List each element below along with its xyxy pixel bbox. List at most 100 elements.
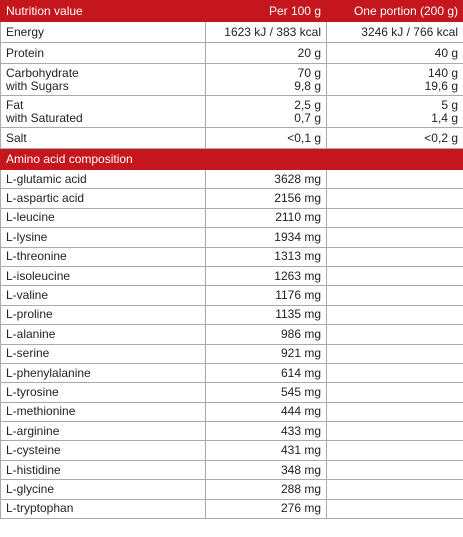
- cell: L-proline: [0, 304, 206, 326]
- cell-line: Salt: [6, 130, 27, 145]
- empty-cell: [326, 285, 463, 306]
- cell: 2156 mg: [205, 188, 327, 209]
- amino-row: L-valine 1176 mg: [0, 285, 463, 306]
- amino-row: L-methionine 444 mg: [0, 401, 463, 423]
- cell: Protein: [0, 42, 206, 64]
- cell: 5 g 1,4 g: [326, 95, 463, 128]
- cell-line: 2,5 g: [294, 97, 321, 112]
- cell: 70 g 9,8 g: [205, 63, 327, 96]
- empty-cell: [326, 498, 463, 520]
- cell-line: <0,2 g: [424, 130, 458, 145]
- cell: 20 g: [205, 42, 327, 64]
- cell-line: 20 g: [297, 45, 321, 60]
- cell-line: Energy: [6, 24, 45, 39]
- amino-row: L-histidine 348 mg: [0, 459, 463, 481]
- cell: 1934 mg: [205, 227, 327, 248]
- cell-line: with Sugars: [6, 78, 69, 93]
- cell: L-histidine: [0, 459, 206, 481]
- nutrition-row: Protein 20 g 40 g: [0, 42, 463, 64]
- cell: 288 mg: [205, 479, 327, 500]
- cell-line: 3246 kJ / 766 kcal: [361, 24, 458, 39]
- nutrition-table: Nutrition value Per 100 g One portion (200…: [0, 0, 463, 520]
- cell: Per 100 g: [205, 0, 327, 22]
- cell-line: Carbohydrate: [6, 65, 79, 80]
- cell-line: 1,4 g: [431, 110, 458, 125]
- cell: 40 g: [326, 42, 463, 64]
- empty-cell: [326, 459, 463, 481]
- cell: 1176 mg: [205, 285, 327, 306]
- cell: 921 mg: [205, 343, 327, 364]
- cell: 2110 mg: [205, 207, 327, 229]
- empty-cell: [326, 324, 463, 345]
- cell: 444 mg: [205, 401, 327, 423]
- amino-row: L-alanine 986 mg: [0, 324, 463, 345]
- cell-line: <0,1 g: [287, 130, 321, 145]
- cell: 1135 mg: [205, 304, 327, 326]
- cell: 1623 kJ / 383 kcal: [205, 21, 327, 43]
- cell-line: 5 g: [441, 97, 458, 112]
- cell: 3246 kJ / 766 kcal: [326, 21, 463, 43]
- cell: 348 mg: [205, 459, 327, 481]
- cell: 433 mg: [205, 421, 327, 442]
- cell-line: 140 g: [427, 65, 458, 80]
- cell-line: 70 g: [297, 65, 321, 80]
- cell: One portion (200 g): [326, 0, 463, 22]
- empty-cell: [326, 265, 463, 287]
- cell: 1263 mg: [205, 265, 327, 287]
- cell: L-aspartic acid: [0, 188, 206, 209]
- cell-line: Protein: [6, 45, 45, 60]
- cell: L-valine: [0, 285, 206, 306]
- cell: 431 mg: [205, 440, 327, 461]
- cell: <0,1 g: [205, 127, 327, 149]
- cell: Salt: [0, 127, 206, 149]
- amino-row: L-lysine 1934 mg: [0, 227, 463, 248]
- amino-row: L-tryptophan 276 mg: [0, 498, 463, 520]
- amino-row: L-glycine 288 mg: [0, 479, 463, 500]
- cell: 276 mg: [205, 498, 327, 520]
- cell: Carbohydrate with Sugars: [0, 63, 206, 96]
- cell: L-isoleucine: [0, 265, 206, 287]
- cell: L-serine: [0, 343, 206, 364]
- nutrition-row: Carbohydrate with Sugars 70 g 9,8 g 140 g 19,…: [0, 63, 463, 96]
- empty-cell: [326, 246, 463, 267]
- cell: 140 g 19,6 g: [326, 63, 463, 96]
- cell: 986 mg: [205, 324, 327, 345]
- cell-line: with Saturated: [6, 110, 83, 125]
- cell: L-lysine: [0, 227, 206, 248]
- cell: L-threonine: [0, 246, 206, 267]
- cell: 545 mg: [205, 382, 327, 403]
- amino-row: L-cysteine 431 mg: [0, 440, 463, 461]
- nutrition-row: Energy 1623 kJ / 383 kcal 3246 kJ / 766 kc…: [0, 21, 463, 43]
- empty-cell: [326, 227, 463, 248]
- cell: L-tyrosine: [0, 382, 206, 403]
- header-row: Nutrition value Per 100 g One portion (200…: [0, 0, 463, 22]
- amino-row: L-threonine 1313 mg: [0, 246, 463, 267]
- cell: L-methionine: [0, 401, 206, 423]
- empty-cell: [326, 440, 463, 461]
- cell: Energy: [0, 21, 206, 43]
- cell: L-glycine: [0, 479, 206, 500]
- empty-cell: [326, 207, 463, 229]
- cell-line: 40 g: [434, 45, 458, 60]
- cell: 1313 mg: [205, 246, 327, 267]
- empty-cell: [326, 421, 463, 442]
- empty-cell: [326, 304, 463, 326]
- empty-cell: [326, 188, 463, 209]
- empty-cell: [326, 343, 463, 364]
- amino-row: L-tyrosine 545 mg: [0, 382, 463, 403]
- cell-line: 1623 kJ / 383 kcal: [224, 24, 321, 39]
- empty-cell: [326, 401, 463, 423]
- amino-row: L-aspartic acid 2156 mg: [0, 188, 463, 209]
- amino-row: L-glutamic acid 3628 mg: [0, 168, 463, 190]
- nutrition-row: Salt <0,1 g <0,2 g: [0, 127, 463, 149]
- empty-cell: [326, 479, 463, 500]
- empty-cell: [326, 362, 463, 384]
- cell: L-tryptophan: [0, 498, 206, 520]
- cell: L-cysteine: [0, 440, 206, 461]
- cell-line: 19,6 g: [424, 78, 458, 93]
- cell: Nutrition value: [0, 0, 206, 22]
- empty-cell: [326, 168, 463, 190]
- amino-row: L-phenylalanine 614 mg: [0, 362, 463, 384]
- amino-row: L-isoleucine 1263 mg: [0, 265, 463, 287]
